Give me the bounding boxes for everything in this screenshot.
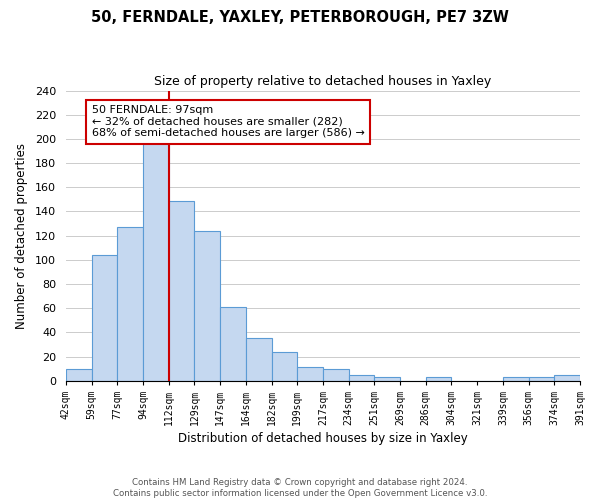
Bar — [503, 377, 529, 381]
Bar — [349, 374, 374, 381]
Y-axis label: Number of detached properties: Number of detached properties — [15, 142, 28, 328]
Bar — [246, 338, 272, 381]
Bar — [426, 377, 451, 381]
X-axis label: Distribution of detached houses by size in Yaxley: Distribution of detached houses by size … — [178, 432, 468, 445]
Bar — [272, 352, 297, 381]
Text: 50 FERNDALE: 97sqm
← 32% of detached houses are smaller (282)
68% of semi-detach: 50 FERNDALE: 97sqm ← 32% of detached hou… — [92, 105, 364, 138]
Bar — [169, 200, 194, 381]
Text: 50, FERNDALE, YAXLEY, PETERBOROUGH, PE7 3ZW: 50, FERNDALE, YAXLEY, PETERBOROUGH, PE7 … — [91, 10, 509, 25]
Bar — [194, 231, 220, 381]
Bar — [529, 377, 554, 381]
Bar — [66, 368, 92, 381]
Bar — [297, 368, 323, 381]
Bar — [220, 307, 246, 381]
Bar — [143, 139, 169, 381]
Text: Contains HM Land Registry data © Crown copyright and database right 2024.
Contai: Contains HM Land Registry data © Crown c… — [113, 478, 487, 498]
Title: Size of property relative to detached houses in Yaxley: Size of property relative to detached ho… — [154, 75, 491, 88]
Bar — [374, 377, 400, 381]
Bar — [118, 227, 143, 381]
Bar — [554, 374, 580, 381]
Bar — [323, 368, 349, 381]
Bar — [92, 255, 118, 381]
